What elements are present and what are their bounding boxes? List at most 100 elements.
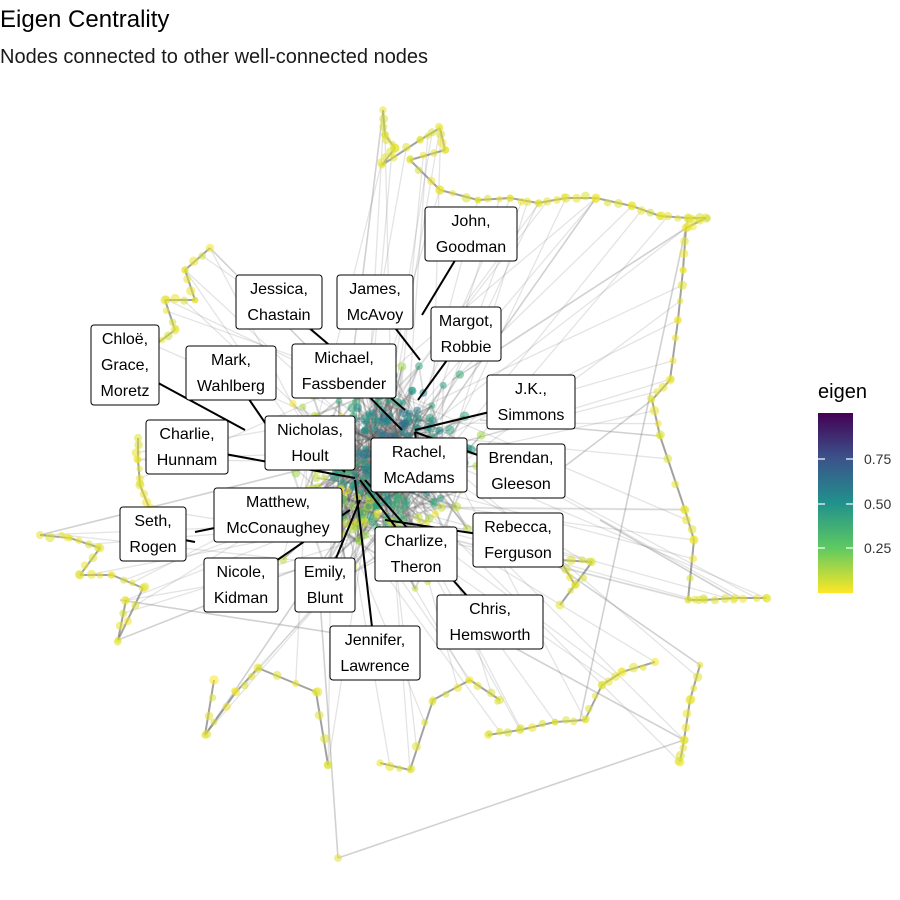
graph-node bbox=[561, 564, 571, 575]
graph-node bbox=[653, 388, 661, 396]
graph-node bbox=[452, 502, 462, 512]
graph-edge bbox=[519, 721, 556, 731]
graph-node bbox=[627, 201, 636, 210]
graph-node bbox=[603, 199, 612, 207]
graph-node bbox=[562, 716, 570, 724]
graph-edge bbox=[621, 661, 656, 673]
graph-node bbox=[407, 764, 416, 773]
graph-node bbox=[680, 236, 689, 246]
node-label-emily-blunt: Emily, Blunt bbox=[294, 557, 356, 613]
label-text: Matthew, bbox=[246, 494, 310, 511]
graph-node bbox=[506, 194, 514, 203]
graph-node bbox=[379, 106, 387, 114]
graph-node bbox=[566, 555, 576, 565]
node-label-james-mcavoy: James, McAvoy bbox=[336, 274, 414, 330]
graph-node bbox=[681, 723, 691, 732]
graph-edge bbox=[79, 547, 101, 576]
label-box bbox=[486, 374, 576, 430]
graph-node bbox=[579, 574, 588, 582]
graph-node bbox=[373, 508, 382, 517]
legend-title: eigen bbox=[818, 381, 867, 403]
node-label-margot-robbie: Margot, Robbie bbox=[430, 306, 502, 362]
graph-node bbox=[431, 509, 440, 518]
label-box bbox=[213, 487, 343, 543]
graph-node bbox=[555, 600, 565, 610]
graph-node bbox=[572, 193, 582, 203]
graph-node bbox=[655, 430, 665, 440]
label-box bbox=[185, 345, 277, 401]
graph-node bbox=[312, 473, 321, 483]
graph-edge bbox=[378, 197, 597, 382]
graph-node bbox=[292, 679, 300, 688]
graph-node bbox=[162, 307, 170, 315]
graph-node bbox=[355, 538, 362, 545]
graph-node bbox=[189, 256, 199, 266]
legend-tick-label: 0.25 bbox=[864, 540, 891, 556]
graph-edge bbox=[117, 587, 144, 641]
graph-node bbox=[348, 502, 357, 511]
graph-node bbox=[436, 494, 445, 503]
graph-node bbox=[162, 295, 171, 304]
graph-edge bbox=[315, 691, 329, 766]
graph-node bbox=[699, 594, 708, 602]
graph-edge bbox=[332, 426, 668, 460]
graph-node bbox=[538, 719, 547, 728]
graph-node bbox=[682, 515, 692, 525]
graph-node bbox=[36, 531, 44, 539]
label-text: Moretz bbox=[101, 383, 150, 400]
graph-edge bbox=[682, 227, 687, 271]
legend-ticks: 0.75 0.50 0.25 bbox=[818, 451, 891, 556]
node-label-jessica-chastain: Jessica, Chastain bbox=[235, 274, 323, 330]
graph-edge bbox=[704, 597, 736, 601]
graph-node bbox=[591, 194, 600, 203]
graph-node bbox=[335, 397, 343, 405]
label-box bbox=[430, 306, 502, 362]
graph-node bbox=[453, 683, 462, 692]
graph-node bbox=[428, 128, 437, 137]
graph-edge bbox=[390, 132, 433, 388]
graph-node bbox=[614, 199, 623, 208]
graph-node bbox=[408, 386, 417, 395]
graph-node bbox=[435, 186, 444, 195]
graph-node bbox=[442, 690, 450, 698]
graph-node bbox=[123, 617, 132, 626]
graph-node bbox=[710, 596, 720, 605]
label-text: McAdams bbox=[383, 470, 454, 487]
graph-node bbox=[381, 135, 391, 145]
graph-node bbox=[486, 688, 496, 698]
label-text: Seth, bbox=[134, 513, 171, 530]
graph-edge bbox=[477, 197, 511, 201]
node-label-nicole-kidman: Nicole, Kidman bbox=[203, 557, 279, 613]
label-text: Hoult bbox=[291, 448, 329, 465]
node-label-jk-simmons: J.K., Simmons bbox=[486, 374, 576, 430]
graph-node bbox=[370, 415, 380, 425]
graph-node bbox=[503, 728, 513, 737]
graph-node bbox=[687, 525, 697, 534]
graph-node bbox=[686, 694, 696, 704]
graph-node bbox=[673, 316, 683, 325]
graph-node bbox=[753, 594, 761, 603]
label-text: Rebecca, bbox=[484, 519, 552, 536]
graph-node bbox=[191, 296, 199, 304]
node-label-rachel-mcadams: Rachel, McAdams bbox=[370, 437, 468, 493]
graph-edge bbox=[408, 198, 597, 422]
graph-edge bbox=[257, 667, 317, 693]
label-box bbox=[291, 343, 397, 399]
plot-subtitle: Nodes connected to other well-connected … bbox=[0, 46, 429, 68]
graph-edge bbox=[409, 699, 434, 771]
label-box bbox=[476, 443, 566, 499]
label-box bbox=[145, 419, 229, 475]
graph-node bbox=[729, 596, 738, 604]
graph-node bbox=[465, 677, 472, 684]
graph-node bbox=[585, 704, 593, 713]
graph-node bbox=[496, 196, 503, 203]
graph-edge bbox=[381, 139, 421, 166]
graph-node bbox=[163, 331, 173, 341]
label-text: James, bbox=[349, 281, 401, 298]
graph-node bbox=[685, 596, 693, 603]
graph-node bbox=[696, 661, 704, 669]
graph-node bbox=[578, 556, 586, 564]
graph-node bbox=[360, 518, 370, 527]
label-box bbox=[294, 557, 356, 613]
